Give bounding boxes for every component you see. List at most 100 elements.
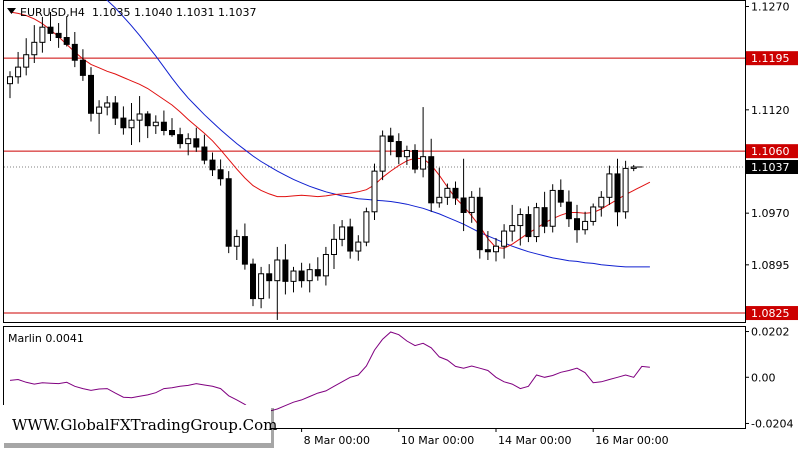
indicator-title: Marlin 0.0041 <box>8 332 84 345</box>
candle <box>233 229 240 261</box>
candle <box>112 96 119 125</box>
candle <box>379 130 386 181</box>
candle <box>428 138 435 212</box>
candle <box>420 107 427 178</box>
candle <box>630 164 637 172</box>
candle <box>15 51 22 84</box>
current-price-tag <box>746 160 798 175</box>
slow-moving-average <box>106 0 650 268</box>
candle <box>55 23 62 48</box>
watermark-text: WWW.GlobalFXTradingGroup.Com <box>12 416 277 434</box>
candle <box>274 246 281 320</box>
candle <box>606 165 613 205</box>
candle <box>355 235 362 261</box>
oscillator-line <box>9 331 650 415</box>
candle <box>290 266 297 293</box>
candle <box>298 262 305 288</box>
price-tick-label: 1.0970 <box>751 207 790 220</box>
candle <box>209 152 216 176</box>
price-axis: 1.1270 1.1120 1.0970 1.0895 <box>745 1 790 272</box>
horizontal-levels: 1.1195 1.1060 1.0825 1.1037 <box>4 51 798 321</box>
candle <box>574 204 580 243</box>
candle <box>144 111 151 139</box>
price-tick-label: 1.1120 <box>751 104 790 117</box>
candle <box>541 191 548 234</box>
price-tick-label: 1.0895 <box>751 259 790 272</box>
symbol-label: EURUSD,H4 <box>20 6 85 19</box>
osc-tick-label: 0.0202 <box>751 326 790 339</box>
candle <box>160 110 167 136</box>
candle <box>282 244 289 295</box>
candle <box>241 223 248 270</box>
watermark: WWW.GlobalFXTradingGroup.Com <box>1 405 277 448</box>
candle <box>31 25 38 63</box>
candle <box>306 263 313 293</box>
level-price-label: 1.1060 <box>751 145 790 158</box>
candle <box>444 183 451 205</box>
price-tick-label: 1.1270 <box>751 1 790 14</box>
time-axis: 8 Mar 00:00 10 Mar 00:00 14 Mar 00:00 16 Ma… <box>301 428 669 447</box>
level-price-tag <box>746 51 798 66</box>
candle <box>533 202 540 243</box>
candle <box>217 159 224 186</box>
candle <box>476 187 483 259</box>
candle <box>47 12 54 41</box>
time-tick-label: 14 Mar 00:00 <box>498 434 571 447</box>
candle <box>128 102 135 145</box>
candle <box>7 71 13 99</box>
candle <box>177 127 184 149</box>
candle <box>525 206 532 243</box>
candle <box>79 49 86 81</box>
candle <box>120 106 127 135</box>
candle <box>371 163 378 221</box>
candle <box>549 184 556 233</box>
current-price-label: 1.1037 <box>751 161 790 174</box>
candle <box>39 16 46 53</box>
candle <box>23 38 30 76</box>
candle <box>347 218 354 259</box>
candle <box>436 167 443 208</box>
candle <box>314 257 321 281</box>
candle <box>501 224 508 259</box>
osc-tick-label: 0.00 <box>751 371 776 384</box>
candle <box>152 115 159 134</box>
candle <box>614 158 621 227</box>
candle <box>169 118 175 137</box>
candle <box>582 211 589 235</box>
candlesticks <box>7 12 643 320</box>
candle <box>322 246 329 286</box>
candle <box>395 133 402 165</box>
candle <box>266 264 273 299</box>
candle <box>590 203 597 226</box>
candle <box>331 224 337 269</box>
osc-tick-label: -0.0204 <box>751 417 793 430</box>
candle <box>452 181 459 205</box>
time-tick-label: 10 Mar 00:00 <box>401 434 474 447</box>
candle <box>598 191 605 217</box>
candle <box>460 158 467 232</box>
marlin-line <box>9 331 650 415</box>
candle <box>509 204 516 242</box>
candle <box>517 208 524 246</box>
candle <box>493 237 499 262</box>
candle <box>565 190 572 227</box>
oscillator-axis: 0.0202 0.00 -0.0204 <box>745 326 793 430</box>
level-price-label: 1.0825 <box>751 307 790 320</box>
candle <box>193 127 200 152</box>
candle <box>201 134 208 165</box>
level-price-tag <box>746 144 798 159</box>
candle <box>387 127 394 156</box>
candle <box>339 220 346 247</box>
level-price-label: 1.1195 <box>751 52 790 65</box>
time-tick-label: 8 Mar 00:00 <box>304 434 370 447</box>
candle <box>403 145 410 165</box>
time-tick-label: 16 Mar 00:00 <box>595 434 668 447</box>
ohlc-readout: 1.1035 1.1040 1.1031 1.1037 <box>92 6 256 19</box>
candle <box>63 16 70 47</box>
candle <box>363 207 370 247</box>
candle <box>622 160 629 219</box>
candle <box>557 179 564 207</box>
candle <box>225 171 232 254</box>
collapse-triangle-icon[interactable] <box>7 8 16 14</box>
candle <box>136 96 143 143</box>
